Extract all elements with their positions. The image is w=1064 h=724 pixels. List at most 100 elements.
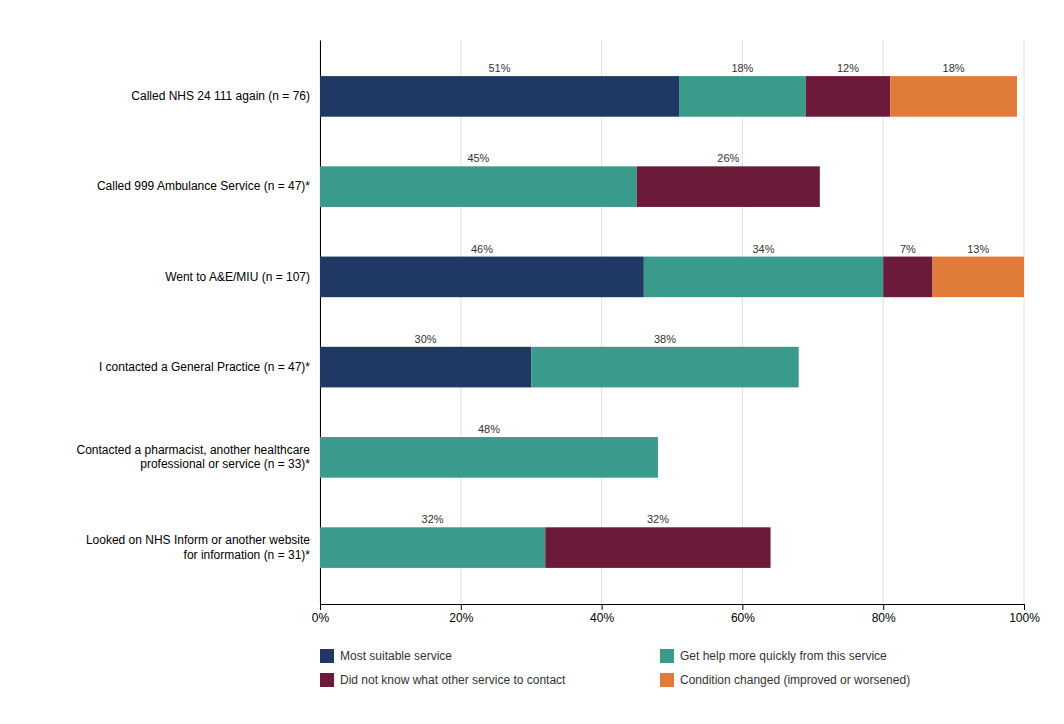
y-tick-label: Looked on NHS Inform or another websitef…	[86, 533, 310, 561]
x-tick-label: 60%	[731, 611, 755, 625]
y-tick-label: Called 999 Ambulance Service (n = 47)*	[97, 179, 310, 193]
x-tick-label: 20%	[449, 611, 473, 625]
legend-item: Condition changed (improved or worsened)	[660, 673, 910, 687]
data-labels: 51%46%30%18%45%34%38%48%32%12%26%7%32%18…	[415, 62, 990, 525]
data-label: 7%	[900, 243, 916, 255]
grid-line	[883, 40, 884, 604]
y-tick: Called 999 Ambulance Service (n = 47)*	[97, 179, 320, 193]
y-tick-label-line: I contacted a General Practice (n = 47)*	[99, 360, 310, 374]
bar	[798, 347, 799, 388]
x-tick-mark	[602, 604, 603, 610]
y-tick-label: Called NHS 24 111 again (n = 76)	[131, 89, 310, 103]
legend-label: Get help more quickly from this service	[680, 649, 887, 663]
x-tick: 60%	[731, 604, 755, 625]
bar	[320, 527, 545, 568]
bar	[890, 76, 1017, 117]
grid-line	[1024, 40, 1025, 604]
x-tick-label: 80%	[872, 611, 896, 625]
data-label: 45%	[467, 152, 489, 164]
x-tick-mark	[742, 604, 743, 610]
y-tick-label-line: Called NHS 24 111 again (n = 76)	[131, 89, 310, 103]
y-tick: Looked on NHS Inform or another websitef…	[86, 533, 320, 561]
x-axis: 0% 20% 40% 60% 80% 100%	[312, 604, 1040, 625]
data-label: 32%	[647, 513, 669, 525]
y-tick-label: Contacted a pharmacist, another healthca…	[77, 443, 311, 471]
series	[890, 76, 1024, 297]
bar	[545, 527, 770, 568]
bar	[320, 437, 658, 478]
y-tick: Contacted a pharmacist, another healthca…	[77, 443, 320, 471]
data-label: 32%	[422, 513, 444, 525]
x-tick: 0%	[312, 604, 330, 625]
legend-label: Did not know what other service to conta…	[340, 673, 566, 687]
series	[545, 76, 932, 568]
data-label: 51%	[489, 62, 511, 74]
data-label: 18%	[943, 62, 965, 74]
y-tick-label-line: Went to A&E/MIU (n = 107)	[165, 270, 310, 284]
bar	[806, 76, 890, 117]
legend-swatch	[320, 649, 334, 663]
legend: Most suitable service Get help more quick…	[320, 649, 910, 687]
bar	[819, 166, 820, 207]
y-tick-label: I contacted a General Practice (n = 47)*	[99, 360, 310, 374]
legend-item: Get help more quickly from this service	[660, 649, 887, 663]
y-tick-label-line: Looked on NHS Inform or another website	[86, 533, 310, 547]
bar	[320, 76, 679, 117]
bar	[679, 76, 806, 117]
y-axis: Called NHS 24 111 again (n = 76) Called 9…	[77, 41, 321, 605]
y-tick-label: Went to A&E/MIU (n = 107)	[165, 270, 310, 284]
bar	[320, 166, 637, 207]
bar	[883, 257, 932, 298]
bar	[770, 527, 771, 568]
y-tick-label-line: Called 999 Ambulance Service (n = 47)*	[97, 179, 310, 193]
x-tick-mark	[320, 604, 321, 610]
legend-label: Most suitable service	[340, 649, 452, 663]
legend-swatch	[660, 673, 674, 687]
legend-item: Did not know what other service to conta…	[320, 673, 566, 687]
bar	[657, 437, 658, 478]
bar	[531, 347, 799, 388]
grid-line	[320, 40, 321, 604]
data-label: 26%	[717, 152, 739, 164]
grid-line	[460, 40, 461, 604]
data-label: 34%	[753, 243, 775, 255]
x-tick: 100%	[1009, 604, 1040, 625]
data-label: 38%	[654, 333, 676, 345]
grid-line	[742, 40, 743, 604]
grid-line	[601, 40, 602, 604]
y-tick-label-line: professional or service (n = 33)*	[140, 457, 310, 471]
y-tick-label-line: Contacted a pharmacist, another healthca…	[77, 443, 311, 457]
data-label: 18%	[731, 62, 753, 74]
y-tick-label-line: for information (n = 31)*	[184, 548, 311, 562]
bar	[320, 347, 531, 388]
bar	[644, 257, 883, 298]
x-tick-label: 100%	[1009, 611, 1040, 625]
x-tick-mark	[883, 604, 884, 610]
x-tick-mark	[461, 604, 462, 610]
plot: 0% 20% 40% 60% 80% 100% Called NHS 24 111 agai…	[77, 40, 1041, 625]
data-label: 12%	[837, 62, 859, 74]
bar	[657, 437, 658, 478]
y-tick: Called NHS 24 111 again (n = 76)	[131, 89, 320, 103]
x-axis-line	[321, 605, 1025, 611]
bar	[320, 257, 644, 298]
x-tick: 80%	[872, 604, 896, 625]
x-tick-label: 0%	[312, 611, 330, 625]
x-tick: 40%	[590, 604, 614, 625]
bar	[798, 347, 799, 388]
legend-swatch	[660, 649, 674, 663]
series	[320, 76, 679, 387]
y-tick: Went to A&E/MIU (n = 107)	[165, 270, 320, 284]
bar	[932, 257, 1024, 298]
x-tick-mark	[1024, 604, 1025, 610]
legend-swatch	[320, 673, 334, 687]
legend-label: Condition changed (improved or worsened)	[680, 673, 910, 687]
bars	[320, 76, 1024, 568]
chart: 0% 20% 40% 60% 80% 100% Called NHS 24 111 agai…	[0, 0, 1064, 724]
data-label: 30%	[415, 333, 437, 345]
y-axis-line	[320, 41, 321, 605]
data-label: 46%	[471, 243, 493, 255]
y-tick: I contacted a General Practice (n = 47)*	[99, 360, 320, 374]
x-tick: 20%	[449, 604, 473, 625]
grid	[320, 40, 1024, 604]
